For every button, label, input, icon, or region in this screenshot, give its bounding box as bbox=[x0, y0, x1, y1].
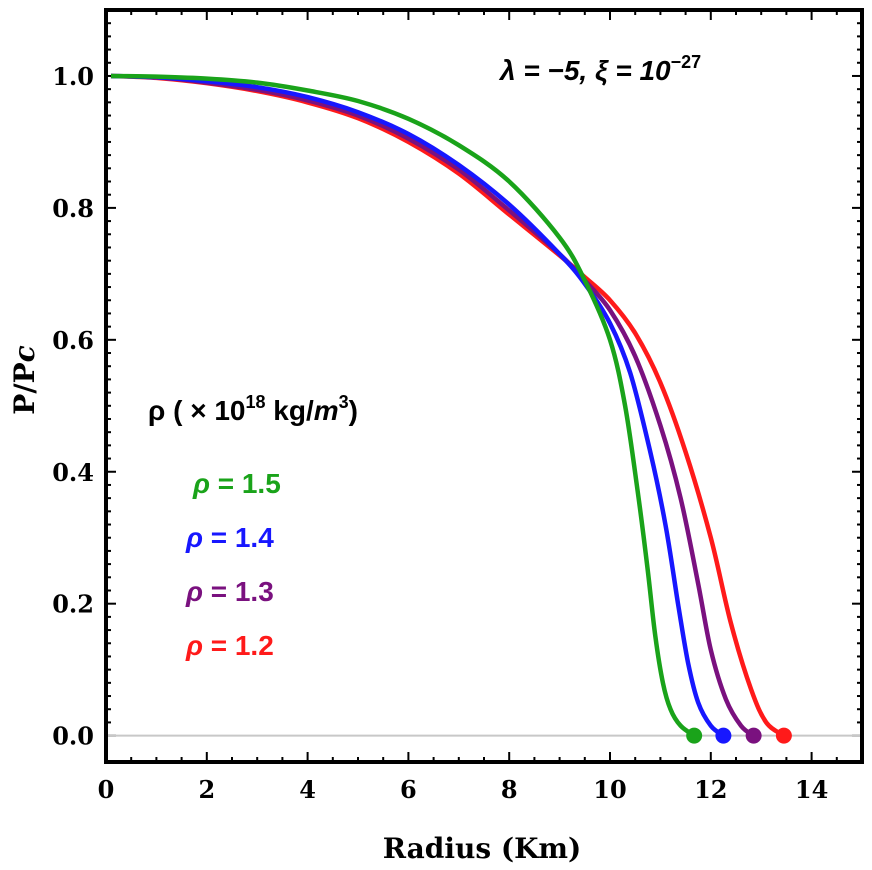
x-tick-label: 0 bbox=[98, 775, 115, 804]
series-line-1 bbox=[110, 73, 725, 738]
x-tick-label: 10 bbox=[593, 775, 626, 804]
legend-title-main: ρ ( × 10 bbox=[148, 395, 245, 426]
x-axis-title: Radius (Km) bbox=[383, 832, 582, 865]
y-tick-labels: 0.0 0.2 0.4 0.6 0.8 1.0 bbox=[52, 62, 94, 751]
legend-entry-symbol: ρ bbox=[185, 576, 203, 607]
legend-title-exp: 18 bbox=[245, 392, 265, 412]
x-tick-label: 6 bbox=[400, 775, 417, 804]
legend-entry-symbol: ρ bbox=[185, 522, 203, 553]
legend-title-m: m bbox=[314, 395, 339, 426]
parameter-annotation: λ = −5, ξ = 10−27 bbox=[498, 52, 701, 86]
legend-entry-symbol: ρ bbox=[185, 630, 203, 661]
series-endpoint-2 bbox=[745, 727, 762, 744]
x-tick-label: 12 bbox=[694, 775, 727, 804]
legend-title-m-exp: 3 bbox=[339, 392, 349, 412]
legend-entry-1: ρ = 1.4 bbox=[185, 522, 274, 553]
legend-entry-symbol: ρ bbox=[192, 468, 210, 499]
y-axis-title-main: P/P bbox=[8, 362, 41, 414]
x-tick-label: 14 bbox=[795, 775, 828, 804]
x-tick-labels: 0 2 4 6 8 10 12 14 bbox=[98, 775, 829, 804]
legend-entry-3: ρ = 1.2 bbox=[185, 630, 274, 661]
legend-entry-2: ρ = 1.3 bbox=[185, 576, 274, 607]
series-endpoint-3 bbox=[775, 727, 792, 744]
legend-entry-0: ρ = 1.5 bbox=[192, 468, 281, 499]
y-tick-label: 0.8 bbox=[52, 194, 94, 223]
legend-entry-value: = 1.5 bbox=[210, 468, 281, 499]
y-tick-label: 0.6 bbox=[52, 326, 94, 355]
y-axis-title: P/Pc bbox=[8, 345, 41, 414]
plot-frame bbox=[104, 8, 864, 764]
x-tick-label: 4 bbox=[299, 775, 316, 804]
legend-title: ρ ( × 1018 kg/m3) bbox=[148, 392, 358, 426]
legend-entry-value: = 1.3 bbox=[203, 576, 274, 607]
legend-entry-value: = 1.4 bbox=[203, 522, 274, 553]
annotation-text: λ = −5, ξ = 10 bbox=[498, 55, 671, 86]
y-tick-label: 0.4 bbox=[52, 458, 94, 487]
legend-entry-value: = 1.2 bbox=[203, 630, 274, 661]
series-endpoint-1 bbox=[715, 727, 732, 744]
series-lines bbox=[110, 73, 792, 744]
y-tick-label: 0.0 bbox=[52, 722, 94, 751]
y-tick-label: 1.0 bbox=[52, 62, 94, 91]
legend-title-close: ) bbox=[349, 395, 358, 426]
annotation-exponent: −27 bbox=[671, 52, 702, 72]
y-axis-title-sub: c bbox=[8, 345, 41, 362]
legend-entries: ρ = 1.5ρ = 1.4ρ = 1.3ρ = 1.2 bbox=[185, 468, 281, 661]
y-tick-label: 0.2 bbox=[52, 590, 94, 619]
series-line-0 bbox=[110, 73, 696, 738]
series-endpoint-0 bbox=[686, 727, 703, 744]
x-tick-label: 2 bbox=[198, 775, 215, 804]
x-tick-label: 8 bbox=[501, 775, 518, 804]
legend-title-unit: kg/ bbox=[266, 395, 314, 426]
